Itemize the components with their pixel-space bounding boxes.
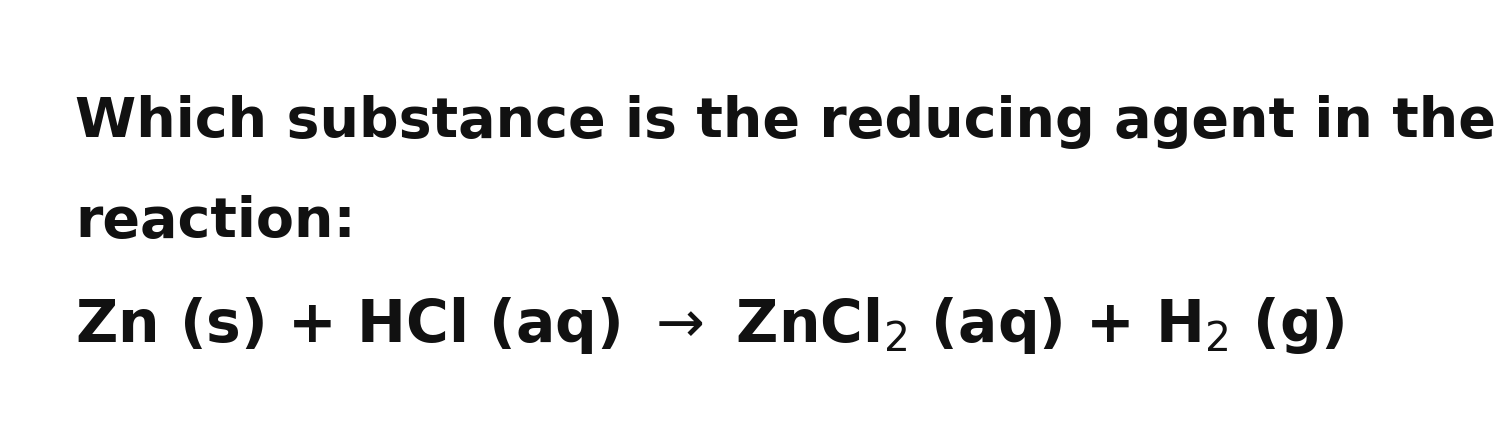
Text: reaction:: reaction: xyxy=(75,195,356,249)
Text: Zn (s) + HCl (aq) $\rightarrow$ ZnCl$_2$ (aq) + H$_2$ (g): Zn (s) + HCl (aq) $\rightarrow$ ZnCl$_2$… xyxy=(75,295,1344,356)
Text: Which substance is the reducing agent in the: Which substance is the reducing agent in… xyxy=(75,95,1496,149)
